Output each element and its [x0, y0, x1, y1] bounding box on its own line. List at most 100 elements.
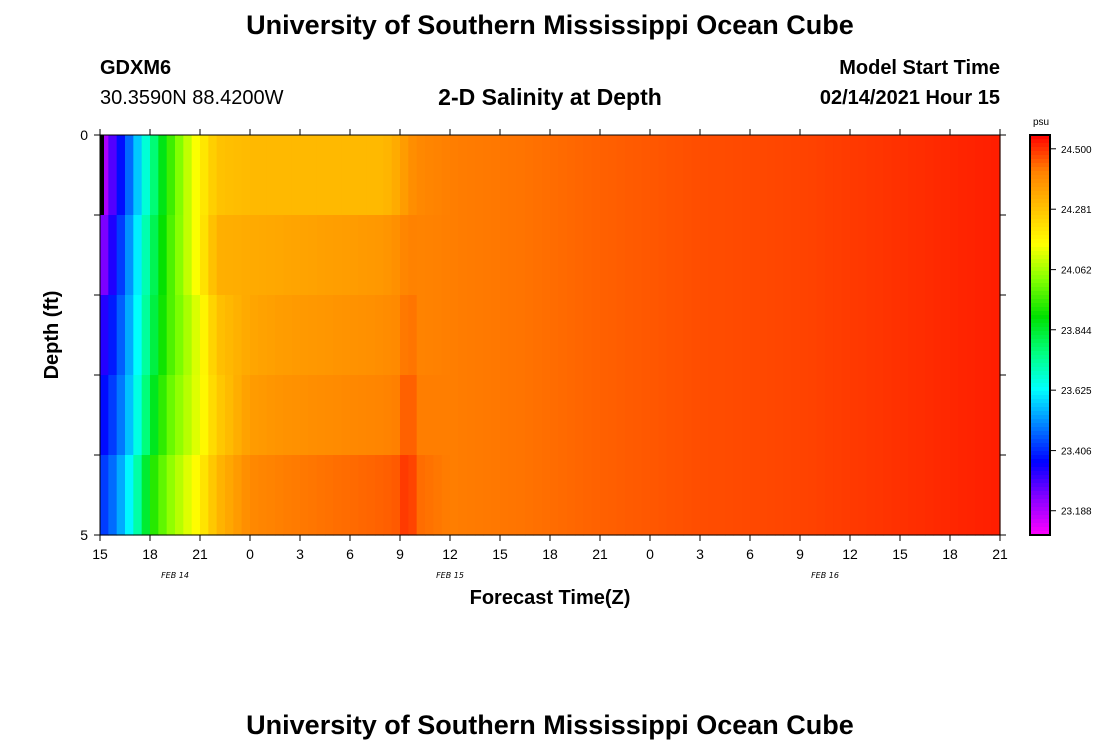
colorbar-swatch: [1030, 455, 1050, 460]
heatmap-cell: [566, 375, 576, 456]
station-id: GDXM6: [100, 57, 172, 79]
colorbar-swatch: [1030, 151, 1050, 156]
colorbar-swatch: [1030, 507, 1050, 512]
heatmap-cell: [891, 215, 901, 296]
bottom-title: University of Southern Mississippi Ocean…: [246, 710, 854, 740]
x-tick-label: 6: [346, 546, 354, 562]
heatmap-cell: [666, 455, 676, 536]
heatmap-cell: [483, 295, 493, 376]
colorbar-unit: psu: [1033, 117, 1049, 128]
heatmap-cell: [675, 455, 684, 536]
heatmap-cell: [475, 295, 484, 376]
heatmap-cell: [658, 375, 668, 456]
heatmap-cell: [941, 135, 951, 216]
heatmap-cell: [566, 135, 576, 216]
colorbar-swatch: [1030, 283, 1050, 288]
heatmap-cell: [391, 295, 401, 376]
colorbar-tick-label: 24.281: [1061, 205, 1092, 216]
heatmap-cell: [541, 455, 551, 536]
colorbar-swatch: [1030, 307, 1050, 312]
heatmap-cells: [100, 135, 1001, 536]
y-tick-label: 0: [80, 127, 88, 143]
colorbar-swatch: [1030, 207, 1050, 212]
heatmap-cell: [600, 135, 609, 216]
heatmap-cell: [350, 135, 359, 216]
heatmap-cell: [450, 215, 459, 296]
heatmap-cell: [550, 455, 559, 536]
colorbar-swatch: [1030, 415, 1050, 420]
colorbar-swatch: [1030, 267, 1050, 272]
heatmap-cell: [625, 295, 634, 376]
heatmap-cell: [533, 455, 543, 536]
heatmap-cell: [108, 455, 118, 536]
heatmap-cell: [683, 215, 693, 296]
colorbar-swatch: [1030, 395, 1050, 400]
heatmap-cell: [933, 375, 943, 456]
heatmap-cell: [425, 455, 434, 536]
heatmap-cell: [941, 375, 951, 456]
heatmap-cell: [741, 375, 751, 456]
heatmap-cell: [375, 135, 384, 216]
heatmap-cell: [175, 455, 184, 536]
heatmap-cell: [666, 375, 676, 456]
colorbar-swatch: [1030, 363, 1050, 368]
heatmap-cell: [741, 215, 751, 296]
colorbar-swatch: [1030, 495, 1050, 500]
heatmap-cell: [233, 295, 243, 376]
heatmap-cell: [666, 135, 676, 216]
colorbar-swatch: [1030, 231, 1050, 236]
heatmap-cell: [333, 295, 343, 376]
heatmap-cell: [808, 215, 818, 296]
heatmap-cell: [425, 375, 434, 456]
heatmap-cell: [208, 375, 218, 456]
heatmap-cell: [375, 295, 384, 376]
heatmap-cell: [750, 295, 759, 376]
colorbar-swatch: [1030, 191, 1050, 196]
colorbar-swatch: [1030, 291, 1050, 296]
heatmap-cell: [608, 135, 618, 216]
heatmap-cell: [391, 375, 401, 456]
heatmap-cell: [191, 215, 201, 296]
heatmap-cell: [600, 375, 609, 456]
heatmap-cell: [341, 215, 351, 296]
heatmap-cell: [558, 295, 568, 376]
heatmap-cell: [833, 375, 843, 456]
heatmap-cell: [991, 135, 1001, 216]
heatmap-cell: [283, 375, 293, 456]
heatmap-cell: [791, 455, 801, 536]
heatmap-cell: [333, 455, 343, 536]
x-tick-label: 18: [942, 546, 958, 562]
heatmap-cell: [716, 135, 726, 216]
x-tick-label: 18: [142, 546, 158, 562]
heatmap-cell: [858, 215, 868, 296]
heatmap-cell: [616, 135, 626, 216]
heatmap-cell: [900, 375, 909, 456]
heatmap-cell: [250, 215, 259, 296]
heatmap-cell: [308, 375, 318, 456]
heatmap-cell: [941, 455, 951, 536]
heatmap-cell: [266, 135, 276, 216]
heatmap-cell: [675, 295, 684, 376]
colorbar-swatch: [1030, 435, 1050, 440]
heatmap-cell: [583, 375, 593, 456]
colorbar-swatch: [1030, 411, 1050, 416]
heatmap-cell: [991, 215, 1001, 296]
heatmap-cell: [341, 455, 351, 536]
heatmap-cell: [616, 295, 626, 376]
heatmap-cell: [166, 295, 176, 376]
heatmap-cell: [925, 135, 934, 216]
heatmap-cell: [725, 215, 734, 296]
heatmap-cell: [483, 215, 493, 296]
date-label: FEB 15: [436, 571, 464, 580]
heatmap-cell: [850, 295, 859, 376]
colorbar-swatch: [1030, 147, 1050, 152]
heatmap-cell: [766, 375, 776, 456]
heatmap-cell: [566, 215, 576, 296]
heatmap-cell: [925, 375, 934, 456]
heatmap-cell: [250, 135, 259, 216]
heatmap-cell: [400, 375, 409, 456]
heatmap-cell: [875, 295, 884, 376]
heatmap-cell: [533, 375, 543, 456]
heatmap-cell: [125, 215, 134, 296]
heatmap-cell: [233, 215, 243, 296]
